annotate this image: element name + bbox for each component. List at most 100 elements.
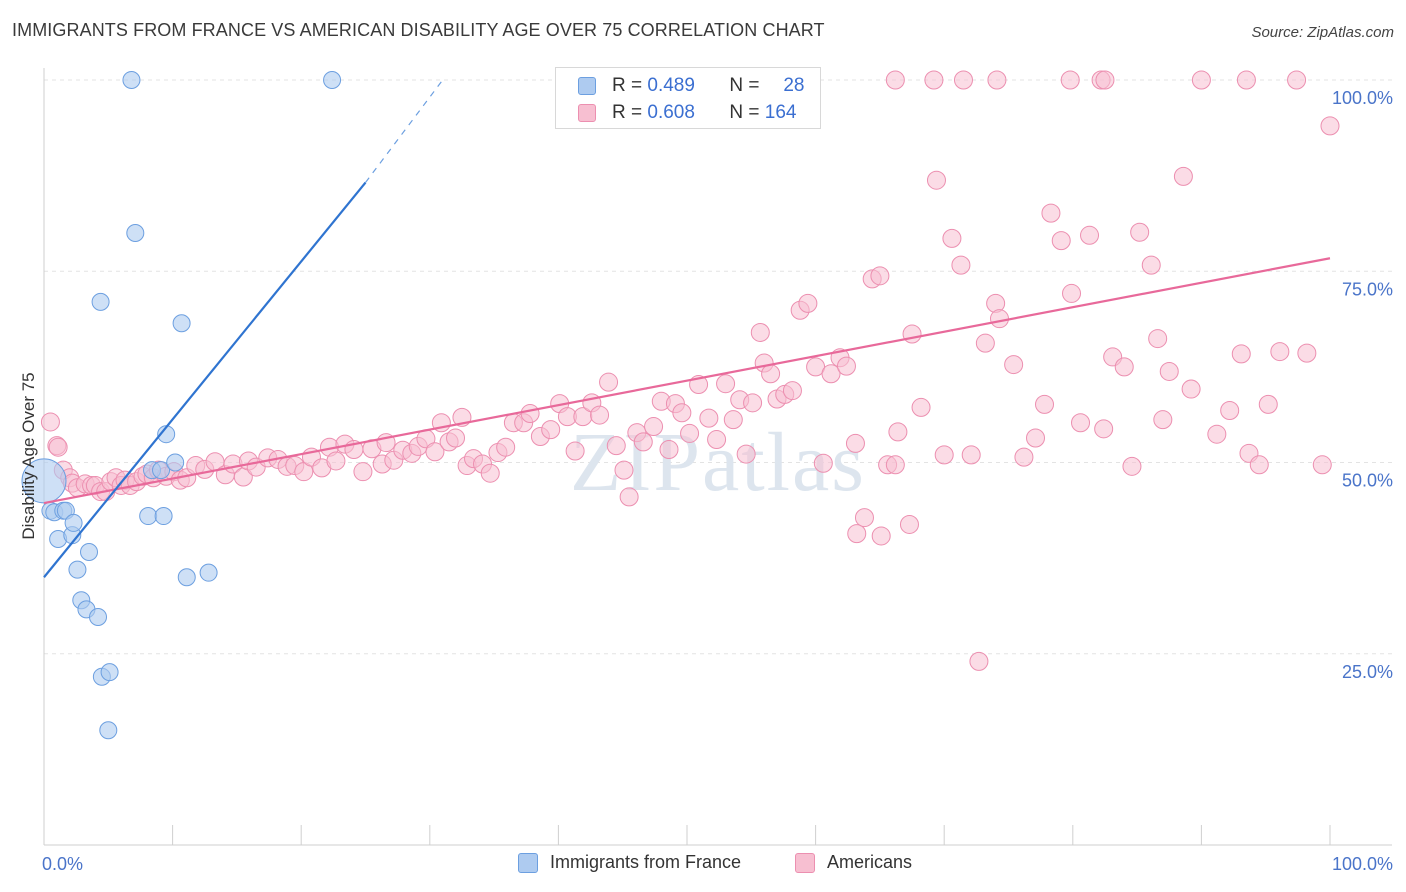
x-tick-label: 100.0% — [1332, 854, 1393, 874]
american-point — [599, 372, 619, 392]
chart-title: IMMIGRANTS FROM FRANCE VS AMERICAN DISAB… — [12, 20, 825, 40]
americans-trend-line — [43, 257, 1331, 505]
american-point — [902, 324, 922, 344]
american-point — [1191, 70, 1211, 90]
american-point — [1249, 455, 1269, 475]
france-point — [139, 507, 158, 526]
american-point — [870, 266, 890, 286]
american-point — [926, 170, 946, 190]
american-point — [798, 293, 818, 313]
american-point — [847, 524, 867, 544]
legend-swatch-blue — [518, 852, 538, 873]
american-point — [480, 463, 500, 483]
american-point — [1181, 379, 1201, 399]
france-point — [68, 560, 87, 579]
france-point — [91, 292, 110, 311]
american-point — [40, 412, 60, 432]
france-points — [21, 71, 342, 740]
source-label: Source: ZipAtlas.com — [1251, 24, 1394, 41]
france-point — [89, 608, 108, 627]
american-point — [1287, 70, 1307, 90]
american-point — [1159, 361, 1179, 381]
legend-item-americans[interactable]: Americans — [795, 852, 912, 873]
y-tick-label: 50.0% — [1342, 471, 1393, 491]
american-point — [541, 420, 561, 440]
american-point — [782, 381, 802, 401]
france-point — [199, 563, 218, 582]
american-point — [699, 408, 719, 428]
france-point — [177, 568, 196, 587]
american-point — [885, 70, 905, 90]
american-point — [871, 526, 891, 546]
american-point — [1062, 283, 1082, 303]
r-label: R = — [612, 102, 643, 123]
american-point — [1094, 419, 1114, 439]
y-tick-label: 100.0% — [1332, 88, 1393, 108]
stats-box: R = 0.489 N = 28 R = 0.608 N = 164 — [555, 67, 821, 129]
american-point — [644, 417, 664, 437]
american-point — [1004, 355, 1024, 375]
american-point — [1258, 394, 1278, 414]
stats-row-americans: R = 0.608 N = 164 — [578, 100, 796, 126]
american-point — [1122, 456, 1142, 476]
france-point — [99, 721, 118, 740]
france-point — [64, 513, 83, 532]
france-point — [126, 224, 145, 242]
american-point — [614, 460, 634, 480]
france-point — [152, 461, 171, 480]
american-point — [987, 70, 1007, 90]
american-point — [924, 70, 944, 90]
american-point — [743, 393, 763, 413]
france-point — [80, 543, 99, 562]
american-point — [969, 651, 989, 671]
france-point — [122, 71, 141, 89]
american-point — [1095, 70, 1115, 90]
american-point — [716, 374, 736, 394]
legend-item-france[interactable]: Immigrants from France — [518, 852, 741, 873]
r-value: 0.608 — [647, 102, 695, 123]
american-point — [1035, 394, 1055, 414]
france-trend-line — [43, 181, 367, 578]
american-point — [821, 364, 841, 384]
american-point — [934, 445, 954, 465]
american-point — [565, 441, 585, 461]
n-label: N = — [729, 102, 760, 123]
american-point — [1153, 410, 1173, 430]
stats-swatch-pink — [578, 104, 596, 122]
tick-labels: 25.0% 50.0% 75.0% 100.0% 0.0% 100.0% — [42, 88, 1393, 874]
american-point — [813, 453, 833, 473]
american-point — [961, 445, 981, 465]
france-point — [100, 663, 119, 682]
american-point — [520, 404, 540, 424]
american-point — [1114, 357, 1134, 377]
n-value: 164 — [764, 102, 797, 123]
r-label: R = — [612, 75, 643, 96]
american-point — [942, 228, 962, 248]
american-point — [1297, 343, 1317, 363]
american-point — [425, 442, 445, 462]
stats-row-france: R = 0.489 N = 28 — [578, 73, 804, 99]
american-point — [707, 430, 727, 450]
france-point — [172, 314, 191, 333]
american-point — [1148, 329, 1168, 349]
x-tick-label: 0.0% — [42, 854, 83, 874]
american-point — [590, 405, 610, 425]
american-point — [48, 437, 68, 457]
y-axis-label: Disability Age Over 75 — [19, 372, 38, 539]
american-point — [723, 410, 743, 430]
american-point — [1041, 203, 1061, 223]
legend-swatch-pink — [795, 852, 815, 873]
american-point — [1014, 447, 1034, 467]
american-point — [326, 451, 346, 471]
american-point — [1026, 428, 1046, 448]
american-point — [353, 462, 373, 482]
american-point — [496, 437, 516, 457]
france-point — [323, 71, 342, 89]
american-point — [951, 255, 971, 275]
n-label: N = — [729, 75, 760, 96]
american-point — [672, 403, 692, 423]
american-point — [750, 322, 770, 342]
american-point — [845, 433, 865, 453]
american-point — [1051, 231, 1071, 251]
axes-layer — [43, 68, 1392, 846]
